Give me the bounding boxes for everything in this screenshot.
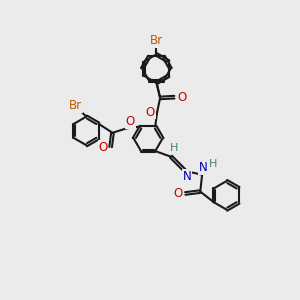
Text: H: H [170,143,178,154]
Text: N: N [199,161,207,175]
Text: O: O [146,106,155,119]
Text: H: H [208,159,217,169]
Text: O: O [177,91,187,104]
Text: Br: Br [69,99,82,112]
Text: N: N [183,170,191,183]
Text: O: O [98,140,108,154]
Text: O: O [126,115,135,128]
Text: O: O [173,187,182,200]
Text: Br: Br [150,34,163,47]
